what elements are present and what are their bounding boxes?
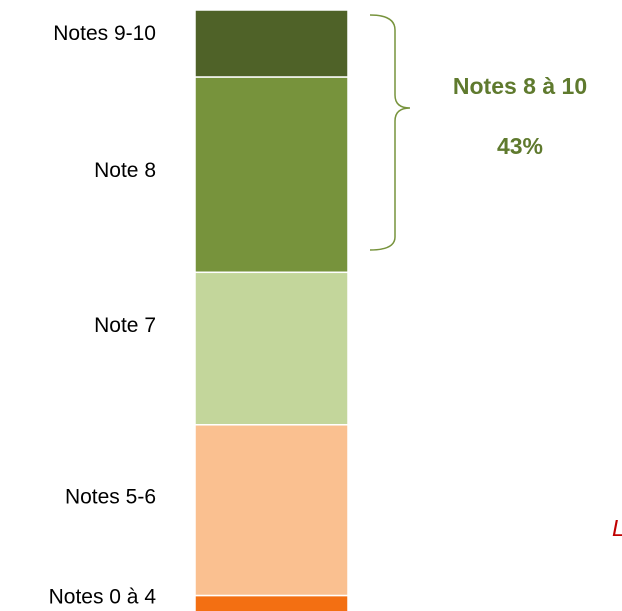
category-label: Note 8 — [94, 159, 156, 182]
bar-segment — [194, 594, 349, 611]
bar-segment — [194, 271, 349, 426]
category-label: Notes 0 à 4 — [49, 585, 157, 608]
annotation: 43% — [497, 133, 543, 159]
annotation: L — [612, 515, 622, 541]
bar-segment — [194, 76, 349, 274]
category-label: Note 7 — [94, 314, 156, 337]
category-label: Notes 9-10 — [53, 22, 156, 45]
bracket — [369, 14, 411, 251]
bar-segment — [194, 424, 349, 597]
bar-segment — [194, 9, 349, 78]
annotation: Notes 8 à 10 — [453, 73, 587, 99]
category-label: Notes 5-6 — [65, 486, 156, 509]
